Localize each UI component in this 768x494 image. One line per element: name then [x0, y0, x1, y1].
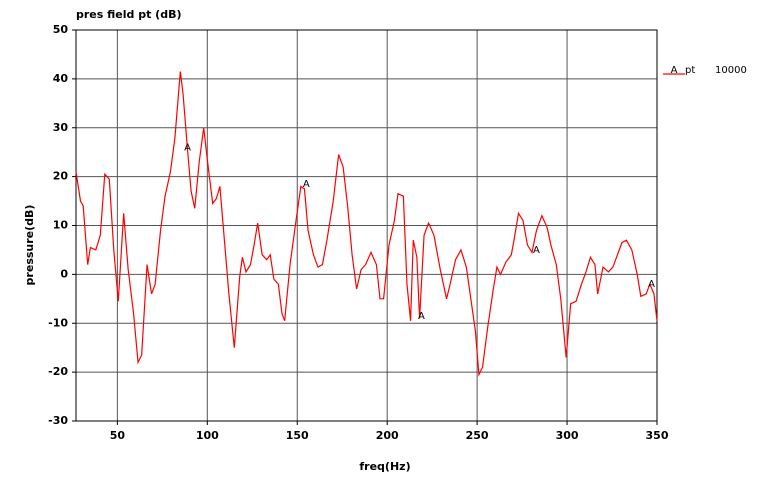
- chart-title: pres field pt (dB): [76, 8, 182, 21]
- x-tick-label: 250: [466, 429, 489, 442]
- y-tick-label: 40: [53, 72, 69, 85]
- plot-frame: [75, 29, 658, 422]
- legend-symbol: A: [671, 65, 678, 76]
- y-tick-label: -30: [48, 414, 68, 427]
- x-tick-label: 150: [286, 429, 309, 442]
- point-marker: A: [648, 279, 655, 290]
- y-tick-label: -10: [48, 316, 68, 329]
- x-axis-label: freq(Hz): [359, 460, 410, 473]
- point-marker: A: [303, 179, 310, 190]
- point-marker: A: [184, 142, 191, 153]
- x-tick-label: 200: [376, 429, 399, 442]
- y-tick-label: 50: [53, 23, 69, 36]
- y-tick-label: 10: [53, 219, 69, 232]
- y-axis-label: pressure(dB): [23, 205, 36, 286]
- data-line: [75, 71, 658, 377]
- y-tick-label: 0: [60, 267, 68, 280]
- point-marker: A: [533, 245, 540, 256]
- y-tick-label: 30: [53, 121, 69, 134]
- y-tick-label: 20: [53, 170, 69, 183]
- y-tick-label: -20: [48, 365, 68, 378]
- x-tick-label: 100: [196, 429, 219, 442]
- x-tick-label: 350: [646, 429, 669, 442]
- point-marker: A: [418, 311, 425, 322]
- x-tick-label: 300: [556, 429, 579, 442]
- legend-value: 10000: [715, 65, 747, 76]
- legend-label: pt: [685, 65, 695, 76]
- x-tick-label: 50: [110, 429, 126, 442]
